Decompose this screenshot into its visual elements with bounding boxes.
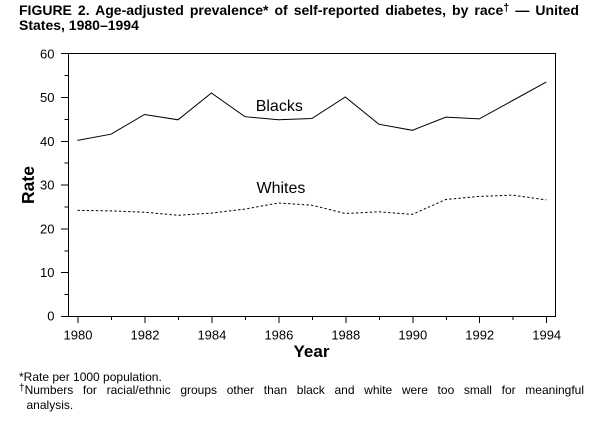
svg-text:1980: 1980 <box>64 327 93 342</box>
svg-text:Blacks: Blacks <box>256 98 303 115</box>
svg-text:Rate: Rate <box>18 166 38 204</box>
svg-text:10: 10 <box>40 265 54 280</box>
svg-text:50: 50 <box>40 90 54 105</box>
svg-text:20: 20 <box>40 221 54 236</box>
svg-text:60: 60 <box>40 47 54 62</box>
svg-text:30: 30 <box>40 178 54 193</box>
svg-text:0: 0 <box>47 309 54 324</box>
svg-text:1994: 1994 <box>532 327 561 342</box>
svg-text:40: 40 <box>40 134 54 149</box>
svg-text:1992: 1992 <box>465 327 494 342</box>
svg-text:1986: 1986 <box>264 327 293 342</box>
svg-text:Whites: Whites <box>257 180 306 197</box>
svg-text:1988: 1988 <box>331 327 360 342</box>
svg-text:1982: 1982 <box>131 327 160 342</box>
svg-text:Year: Year <box>294 342 330 361</box>
svg-text:1990: 1990 <box>398 327 427 342</box>
svg-text:1984: 1984 <box>197 327 226 342</box>
